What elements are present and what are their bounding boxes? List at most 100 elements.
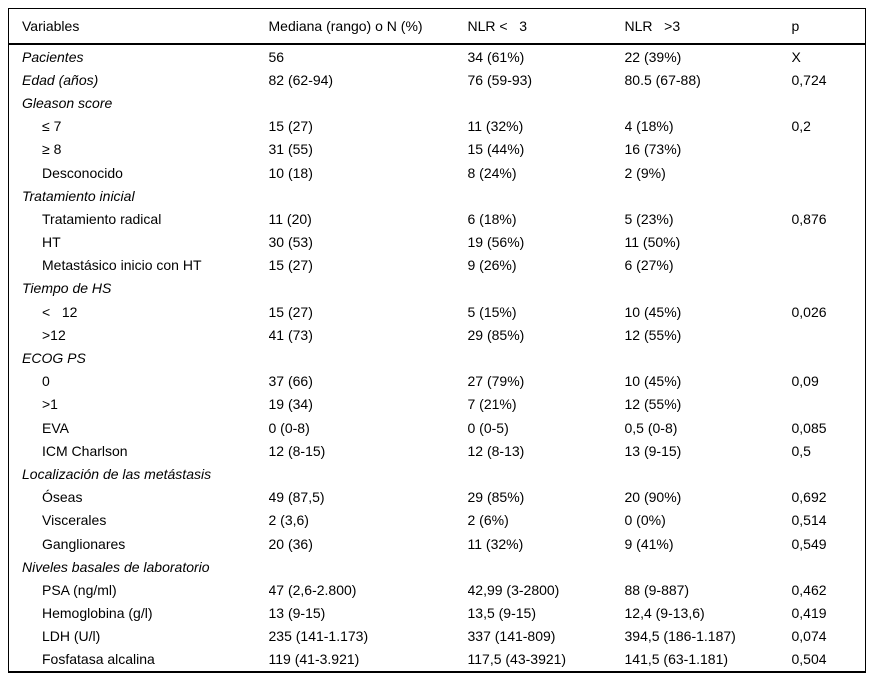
cell-mediana: 56: [268, 48, 285, 65]
cell-nlr-low: 29 (85%): [467, 326, 525, 343]
cell-variable: ECOG PS: [22, 350, 86, 367]
cell-nlr-high: 88 (9-887): [624, 581, 690, 598]
cell-mediana: 30 (53): [268, 234, 313, 251]
cell-variable: Localización de las metástasis: [22, 465, 212, 482]
cell-p: [792, 346, 866, 369]
table-row: >1 19 (34) 7 (21%) 12 (55%): [9, 393, 866, 416]
cell-mediana: 19 (34): [268, 396, 313, 413]
cell-mediana: [269, 184, 468, 207]
cell-p: [792, 184, 866, 207]
cell-nlr-low: 9 (26%): [467, 257, 517, 274]
cell-p: [792, 254, 866, 277]
cell-mediana: [269, 555, 468, 578]
cell-variable: Desconocido: [42, 164, 123, 181]
cell-p: 0,514: [791, 512, 827, 529]
table-body: Pacientes 56 34 (61%) 22 (39%) X Edad (a…: [9, 44, 866, 672]
cell-p: 0,09: [791, 373, 819, 390]
cell-p: 0,724: [791, 71, 827, 88]
cell-variable: 0: [42, 373, 50, 390]
cell-mediana: 13 (9-15): [268, 605, 326, 622]
cell-p: 0,2: [791, 118, 811, 135]
cell-mediana: 119 (41-3.921): [268, 651, 360, 668]
cell-mediana: 31 (55): [268, 141, 313, 158]
cell-nlr-low: 6 (18%): [467, 210, 517, 227]
cell-mediana: 15 (27): [268, 303, 313, 320]
cell-variable: Viscerales: [42, 512, 107, 529]
cell-nlr-low: 34 (61%): [467, 48, 525, 65]
cell-nlr-high: 10 (45%): [624, 303, 682, 320]
cell-nlr-high: 394,5 (186-1.187): [624, 628, 736, 645]
cell-nlr-high: [625, 462, 792, 485]
cell-variable: EVA: [42, 419, 69, 436]
cell-p: 0,026: [791, 303, 827, 320]
cell-variable: >12: [42, 326, 66, 343]
table-row: Pacientes 56 34 (61%) 22 (39%) X: [9, 44, 866, 68]
table-row: Viscerales 2 (3,6) 2 (6%) 0 (0%) 0,514: [9, 509, 866, 532]
table-row: ECOG PS: [9, 346, 866, 369]
column-header-nlr-low: NLR < 3: [467, 8, 625, 45]
cell-mediana: 235 (141-1.173): [268, 628, 369, 645]
header-row: Variables Mediana (rango) o N (%) NLR < …: [8, 8, 866, 45]
cell-nlr-high: 20 (90%): [624, 489, 682, 506]
cell-mediana: 82 (62-94): [268, 71, 334, 88]
cell-nlr-high: [625, 555, 792, 578]
cell-mediana: 2 (3,6): [268, 512, 309, 529]
table-row: Hemoglobina (g/l) 13 (9-15) 13,5 (9-15) …: [9, 602, 866, 625]
cell-mediana: 47 (2,6-2.800): [268, 581, 357, 598]
cell-mediana: [269, 462, 468, 485]
cell-variable: Pacientes: [22, 48, 84, 65]
cell-p: 0,419: [791, 605, 827, 622]
cell-variable: Niveles basales de laboratorio: [22, 558, 210, 575]
table-row: LDH (U/l) 235 (141-1.173) 337 (141-809) …: [9, 625, 866, 648]
cell-nlr-low: [468, 346, 625, 369]
table-row: ≤ 7 15 (27) 11 (32%) 4 (18%) 0,2: [9, 115, 866, 138]
cell-mediana: 41 (73): [268, 326, 313, 343]
cell-variable: Metastásico inicio con HT: [42, 257, 202, 274]
cell-nlr-low: 8 (24%): [467, 164, 517, 181]
cell-variable: ICM Charlson: [42, 442, 128, 459]
table-row: PSA (ng/ml) 47 (2,6-2.800) 42,99 (3-2800…: [9, 578, 866, 601]
cell-nlr-low: 117,5 (43-3921): [467, 651, 567, 668]
table-row: Edad (años) 82 (62-94) 76 (59-93) 80.5 (…: [9, 68, 866, 91]
cell-p: 0,692: [791, 489, 827, 506]
cell-nlr-low: 27 (79%): [467, 373, 525, 390]
cell-nlr-low: 0 (0-5): [467, 419, 509, 436]
cell-nlr-high: 2 (9%): [624, 164, 666, 181]
cell-mediana: 15 (27): [268, 257, 313, 274]
column-header-nlr-high: NLR >3: [624, 8, 792, 45]
cell-variable: < 12: [42, 303, 78, 320]
cell-p: 0,504: [791, 651, 827, 668]
cell-variable: Óseas: [42, 489, 83, 506]
cell-p: 0,876: [791, 210, 827, 227]
table-row: Localización de las metástasis: [9, 462, 866, 485]
cell-p: 0,549: [791, 535, 827, 552]
cell-nlr-high: 13 (9-15): [624, 442, 682, 459]
column-header-mediana: Mediana (rango) o N (%): [268, 8, 468, 45]
cell-nlr-low: 76 (59-93): [467, 71, 533, 88]
cell-nlr-low: 29 (85%): [467, 489, 525, 506]
cell-nlr-low: 42,99 (3-2800): [467, 581, 560, 598]
cell-nlr-high: 16 (73%): [624, 141, 682, 158]
cell-p: [792, 462, 866, 485]
cell-nlr-high: 141,5 (63-1.181): [624, 651, 729, 668]
clinical-table: Variables Mediana (rango) o N (%) NLR < …: [8, 8, 866, 674]
table-row: Ganglionares 20 (36) 11 (32%) 9 (41%) 0,…: [9, 532, 866, 555]
cell-nlr-high: 12 (55%): [624, 396, 682, 413]
cell-nlr-low: [468, 277, 625, 300]
cell-p: [792, 393, 866, 416]
cell-p: 0,462: [791, 581, 827, 598]
table-row: EVA 0 (0-8) 0 (0-5) 0,5 (0-8) 0,085: [9, 416, 866, 439]
table-row: Metastásico inicio con HT 15 (27) 9 (26%…: [9, 254, 866, 277]
column-header-variables: Variables: [8, 8, 269, 45]
cell-nlr-low: 11 (32%): [467, 535, 524, 552]
cell-nlr-low: 337 (141-809): [467, 628, 556, 645]
table-row: Tiempo de HS: [9, 277, 866, 300]
cell-mediana: 12 (8-15): [268, 442, 326, 459]
cell-mediana: 0 (0-8): [268, 419, 310, 436]
table-row: Fosfatasa alcalina 119 (41-3.921) 117,5 …: [9, 648, 866, 672]
cell-p: [792, 231, 866, 254]
cell-nlr-high: [625, 277, 792, 300]
cell-p: [792, 161, 866, 184]
cell-nlr-high: 0 (0%): [624, 512, 666, 529]
